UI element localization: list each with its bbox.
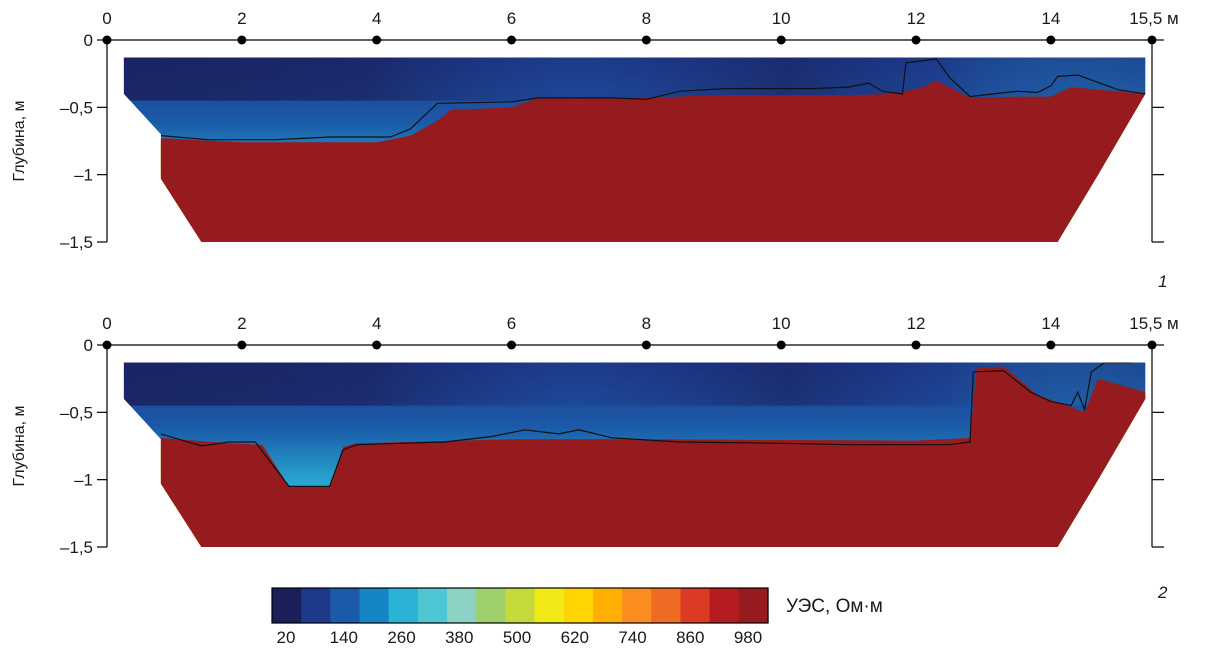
x-tick-label: 2 bbox=[237, 314, 246, 333]
x-tick-marker bbox=[372, 35, 382, 45]
x-tick-marker bbox=[776, 35, 786, 45]
x-tick-label: 2 bbox=[237, 9, 246, 28]
x-tick-label: 12 bbox=[907, 314, 926, 333]
boundary-contour bbox=[160, 58, 1146, 141]
x-tick-label: 14 bbox=[1041, 314, 1060, 333]
colorbar-tick-label: 20 bbox=[277, 628, 296, 647]
x-tick-label: 6 bbox=[507, 9, 516, 28]
x-tick-marker bbox=[776, 340, 786, 350]
y-tick-label: –1 bbox=[74, 471, 93, 490]
colorbar-swatch bbox=[709, 588, 740, 623]
colorbar-swatch bbox=[738, 588, 769, 623]
colorbar-swatch bbox=[301, 588, 331, 623]
y-tick-label: –1,5 bbox=[60, 233, 93, 252]
colorbar-tick-label: 500 bbox=[503, 628, 531, 647]
colorbar-swatch bbox=[359, 588, 390, 623]
x-tick-label: 10 bbox=[772, 314, 791, 333]
x-tick-marker bbox=[911, 340, 921, 350]
colorbar-swatch bbox=[622, 588, 652, 623]
x-tick-marker bbox=[237, 35, 247, 45]
x-tick-marker bbox=[507, 35, 517, 45]
x-tick-marker bbox=[507, 340, 517, 350]
colorbar-swatch bbox=[680, 588, 711, 623]
x-tick-label: 10 bbox=[772, 9, 791, 28]
colorbar-tick-label: 140 bbox=[330, 628, 358, 647]
panel-label: 2 bbox=[1157, 583, 1168, 602]
x-tick-label: 0 bbox=[102, 9, 111, 28]
x-tick-label: 8 bbox=[642, 9, 651, 28]
x-tick-marker bbox=[1046, 35, 1056, 45]
x-tick-label: 12 bbox=[907, 9, 926, 28]
y-axis-label: Глубина, м bbox=[11, 405, 28, 486]
colorbar-swatch bbox=[476, 588, 507, 623]
boundary-contour bbox=[160, 362, 1132, 487]
high-resistivity-body bbox=[123, 80, 1146, 242]
x-tick-marker bbox=[911, 35, 921, 45]
section-panel-2: 0 2 4 6 8 10 12 14 15,5 м 0 –0,5 –1 –1,5 Глубина, м… bbox=[11, 314, 1179, 602]
colorbar-swatch bbox=[505, 588, 536, 623]
colorbar-tick-label: 260 bbox=[387, 628, 415, 647]
resistivity-section bbox=[123, 362, 1146, 547]
y-tick-label: –1,5 bbox=[60, 538, 93, 557]
colorbar-tick-label: 860 bbox=[676, 628, 704, 647]
colorbar-frame bbox=[271, 587, 769, 624]
colorbar: 20 140 260 380 500 620 740 860 980 УЭС, Ом·м bbox=[271, 587, 883, 647]
colorbar-tick-label: 380 bbox=[445, 628, 473, 647]
x-tick-marker bbox=[1046, 340, 1056, 350]
x-tick-marker bbox=[372, 340, 382, 350]
panel-label: 1 bbox=[1158, 272, 1167, 291]
colorbar-swatch bbox=[330, 588, 361, 623]
colorbar-swatch bbox=[447, 588, 477, 623]
x-tick-label: 0 bbox=[102, 314, 111, 333]
x-tick-marker bbox=[237, 340, 247, 350]
x-tick-label: 14 bbox=[1041, 9, 1060, 28]
colorbar-swatch bbox=[651, 588, 682, 623]
colorbar-swatch bbox=[417, 588, 448, 623]
x-tick-label: 15,5 м bbox=[1129, 314, 1179, 333]
resistivity-section bbox=[123, 57, 1146, 242]
section-panel-1: 0 2 4 6 8 10 12 14 15,5 м 0 –0,5 –1 –1,5 Глубина, м… bbox=[11, 9, 1179, 291]
x-tick-marker bbox=[641, 35, 651, 45]
x-tick-label: 4 bbox=[372, 9, 381, 28]
y-tick-label: –0,5 bbox=[60, 403, 93, 422]
x-tick-label: 4 bbox=[372, 314, 381, 333]
y-tick-label: –1 bbox=[74, 166, 93, 185]
colorbar-tick-label: 740 bbox=[618, 628, 646, 647]
colorbar-tick-label: 620 bbox=[561, 628, 589, 647]
colorbar-tick-label: 980 bbox=[734, 628, 762, 647]
y-axis-label: Глубина, м bbox=[11, 100, 28, 181]
y-tick-label: 0 bbox=[84, 336, 93, 355]
x-tick-label: 8 bbox=[642, 314, 651, 333]
x-tick-label: 6 bbox=[507, 314, 516, 333]
x-tick-marker bbox=[641, 340, 651, 350]
y-tick-label: 0 bbox=[84, 31, 93, 50]
colorbar-swatch bbox=[563, 588, 594, 623]
high-resistivity-body bbox=[123, 366, 1146, 547]
colorbar-swatch bbox=[534, 588, 565, 623]
colorbar-swatch bbox=[592, 588, 623, 623]
y-tick-label: –0,5 bbox=[60, 98, 93, 117]
conductive-patch bbox=[123, 57, 1146, 101]
x-tick-label: 15,5 м bbox=[1129, 9, 1179, 28]
colorbar-label: УЭС, Ом·м bbox=[786, 596, 883, 617]
colorbar-swatch bbox=[272, 588, 302, 623]
colorbar-swatch bbox=[388, 588, 419, 623]
